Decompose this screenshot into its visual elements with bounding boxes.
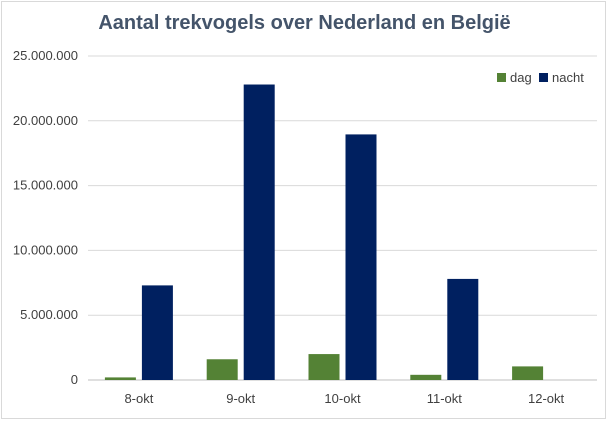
y-tick-label: 0 [71,372,78,387]
y-tick-label: 10.000.000 [13,242,78,257]
bar-dag [410,374,442,380]
chart-title: Aantal trekvogels over Nederland en Belg… [98,12,511,34]
legend-label-nacht: nacht [552,70,584,85]
bar-dag [512,366,544,380]
y-tick-label: 15.000.000 [13,178,78,193]
legend-swatch-nacht [539,73,548,82]
y-tick-label: 20.000.000 [13,113,78,128]
bar-nacht [141,285,173,380]
x-tick-label: 9-okt [226,391,255,406]
x-tick-label: 10-okt [324,391,361,406]
bar-nacht [447,278,479,380]
y-tick-label: 5.000.000 [20,307,78,322]
bar-nacht [345,134,377,380]
legend-swatch-dag [497,73,506,82]
bar-dag [206,359,238,380]
bar-dag [104,377,136,380]
legend-label-dag: dag [510,70,532,85]
bar-dag [308,354,340,380]
x-tick-label: 8-okt [124,391,153,406]
x-tick-label: 12-okt [528,391,565,406]
y-tick-label: 25.000.000 [13,48,78,63]
bar-nacht [243,84,275,381]
x-tick-label: 11-okt [427,391,463,406]
